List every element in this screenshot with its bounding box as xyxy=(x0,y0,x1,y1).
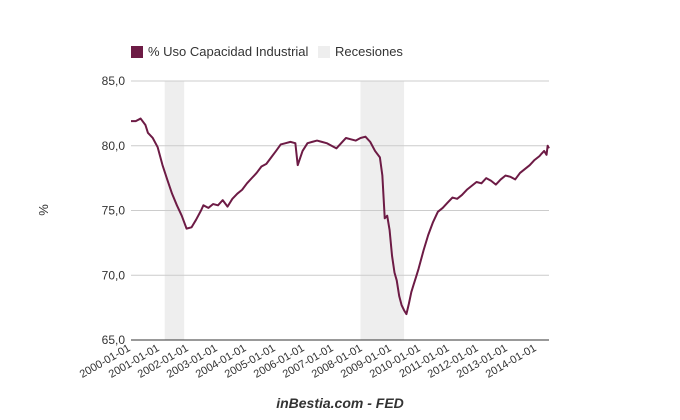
y-tick-label: 65,0 xyxy=(102,333,126,347)
y-axis-label: % xyxy=(36,204,51,216)
legend: % Uso Capacidad Industrial Recesiones xyxy=(131,44,403,59)
y-tick-label: 80,0 xyxy=(102,139,126,153)
y-axis-ticks: 85,0 80,0 75,0 70,0 65,0 xyxy=(102,74,126,347)
gridlines xyxy=(131,80,549,341)
x-axis-ticks: 2000-01-012001-01-012002-01-012003-01-01… xyxy=(78,342,539,381)
y-tick-label: 85,0 xyxy=(102,74,126,88)
source-caption: inBestia.com - FED xyxy=(276,395,404,411)
legend-label-recessions: Recesiones xyxy=(335,44,403,59)
legend-swatch-capacity xyxy=(131,46,143,58)
y-tick-label: 70,0 xyxy=(102,268,126,282)
series-line-capacity xyxy=(131,117,550,316)
legend-label-capacity: % Uso Capacidad Industrial xyxy=(148,44,309,59)
y-tick-label: 75,0 xyxy=(102,204,126,218)
legend-swatch-recessions xyxy=(318,46,330,58)
